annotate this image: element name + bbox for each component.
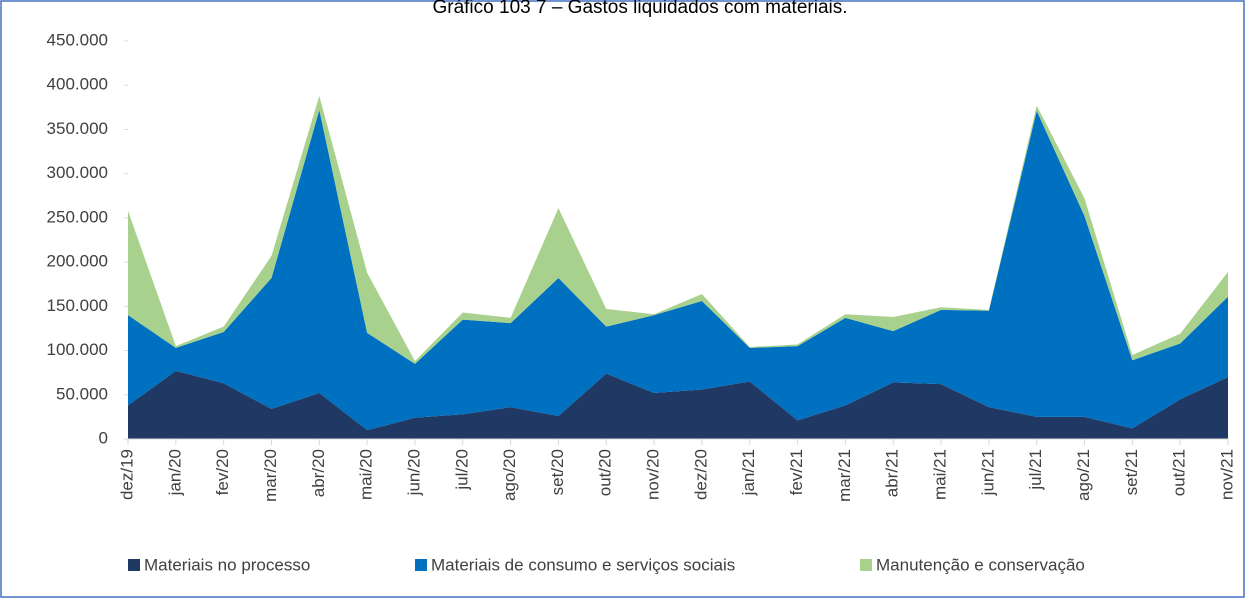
- legend-label: Manutenção e conservação: [876, 555, 1085, 574]
- x-tick-label: mar/21: [835, 449, 854, 502]
- x-tick-label: ago/21: [1074, 449, 1093, 501]
- x-tick-label: mar/20: [261, 449, 280, 502]
- x-tick-label: jan/21: [739, 449, 758, 496]
- chart-title: Gráfico 103 7 – Gastos liquidados com ma…: [432, 0, 847, 18]
- x-tick-label: out/20: [596, 449, 615, 496]
- x-tick-label: jan/20: [165, 449, 184, 496]
- y-tick-label: 250.000: [47, 207, 108, 226]
- legend-label: Materiais no processo: [144, 555, 310, 574]
- y-tick-label: 100.000: [47, 340, 108, 359]
- x-tick-label: dez/19: [117, 449, 136, 500]
- y-tick-label: 450.000: [47, 30, 108, 49]
- x-tick-label: abr/20: [309, 449, 328, 497]
- area: [128, 370, 1228, 439]
- x-tick-label: mai/21: [931, 449, 950, 500]
- legend-label: Materiais de consumo e serviços sociais: [431, 555, 735, 574]
- area: [128, 109, 1228, 431]
- x-tick-label: nov/21: [1217, 449, 1236, 500]
- x-tick-label: abr/21: [883, 449, 902, 497]
- y-tick-label: 350.000: [47, 119, 108, 138]
- x-tick-label: fev/20: [213, 449, 232, 495]
- x-tick-label: nov/20: [644, 449, 663, 500]
- x-tick-label: dez/20: [691, 449, 710, 500]
- area: [128, 95, 1228, 364]
- x-tick-label: ago/20: [500, 449, 519, 501]
- x-tick-label: jul/21: [1026, 449, 1045, 491]
- x-tick-label: set/21: [1122, 449, 1141, 495]
- y-tick-label: 300.000: [47, 163, 108, 182]
- y-tick-label: 150.000: [47, 296, 108, 315]
- y-tick-label: 200.000: [47, 252, 108, 271]
- x-tick-label: set/20: [548, 449, 567, 495]
- legend-swatch: [128, 559, 140, 571]
- x-tick-label: fev/21: [787, 449, 806, 495]
- x-tick-label: mai/20: [357, 449, 376, 500]
- legend-swatch: [860, 559, 872, 571]
- x-tick-label: out/21: [1170, 449, 1189, 496]
- y-tick-label: 400.000: [47, 75, 108, 94]
- y-tick-label: 0: [99, 428, 108, 447]
- legend-swatch: [415, 559, 427, 571]
- x-tick-label: jun/21: [978, 449, 997, 496]
- x-tick-label: jul/20: [452, 449, 471, 491]
- y-tick-label: 50.000: [56, 384, 108, 403]
- x-tick-label: jun/20: [404, 449, 423, 496]
